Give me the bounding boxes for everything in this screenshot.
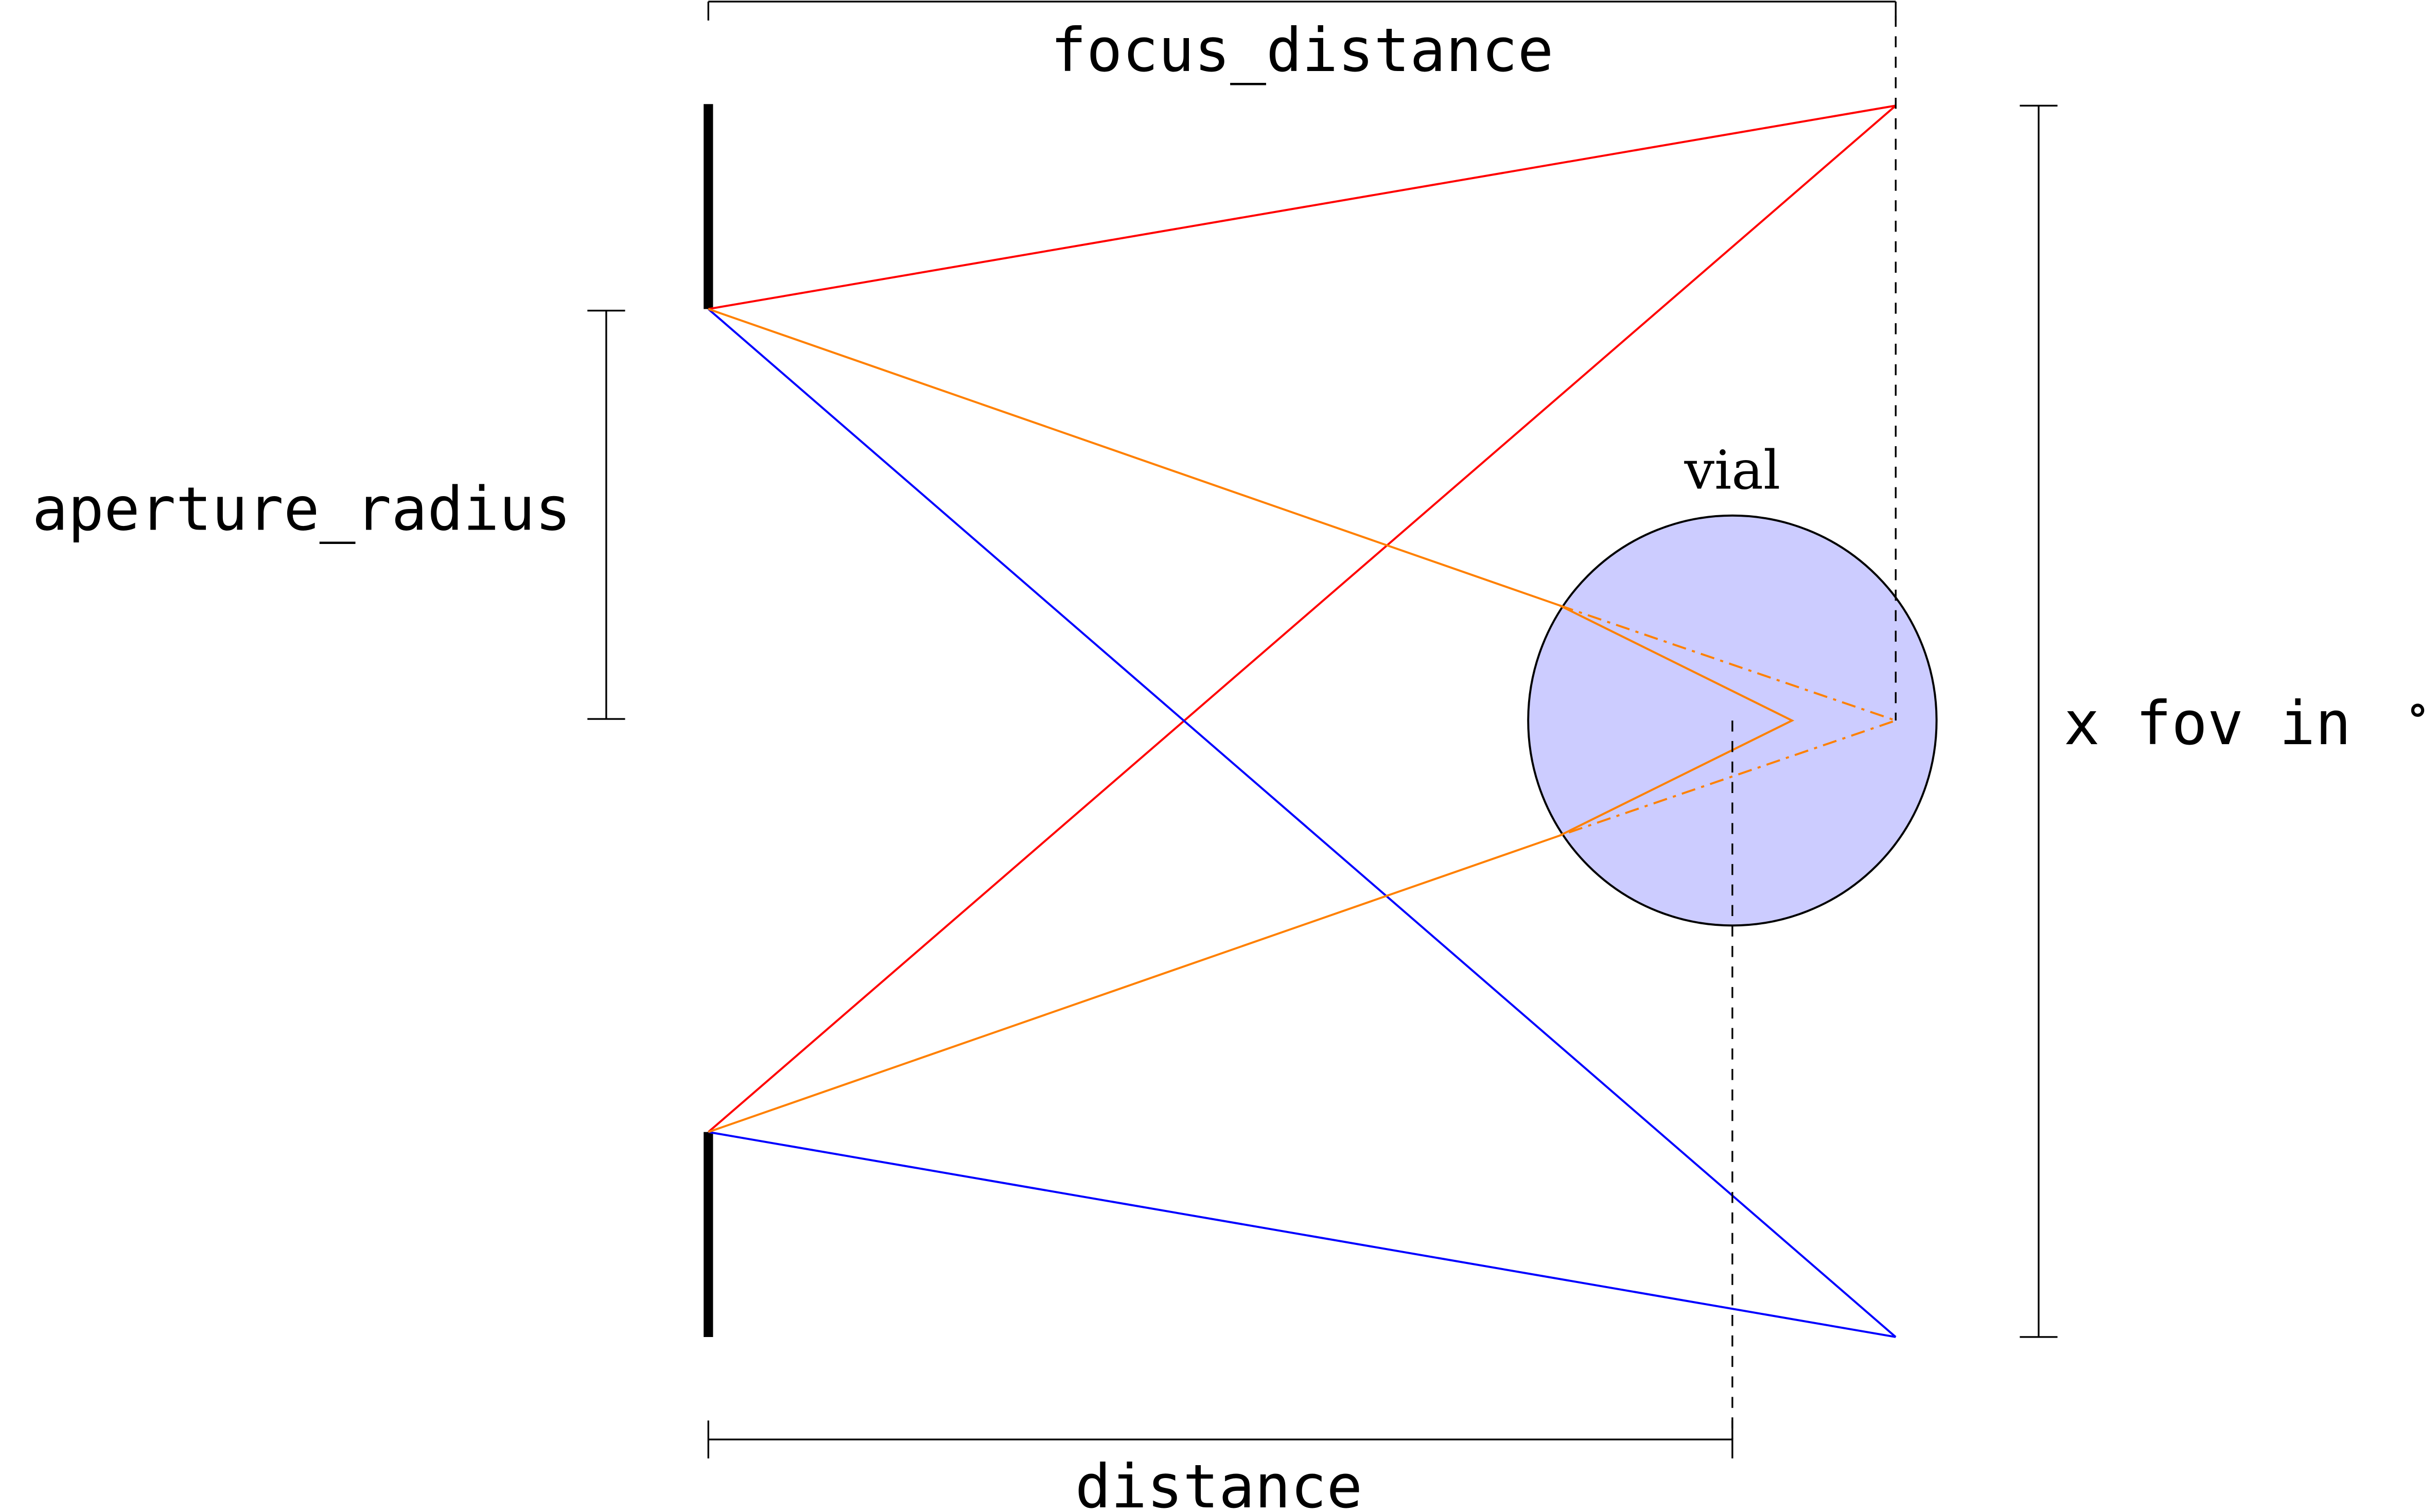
focus-distance-bracket bbox=[707, 1, 1897, 21]
blue-ray-bottom bbox=[708, 1131, 1896, 1338]
fov-label: x fov in bbox=[2064, 689, 2351, 759]
aperture-radius-label: aperture_radius bbox=[32, 474, 571, 544]
orange-ray-refracted bbox=[708, 308, 1795, 1133]
blue-ray-top bbox=[707, 308, 1897, 1338]
distance-label: distance bbox=[1075, 1452, 1362, 1512]
distance-bracket bbox=[707, 1420, 1733, 1458]
red-ray-top bbox=[708, 104, 1896, 310]
focus-distance-label: focus_distance bbox=[1050, 16, 1553, 85]
degree-symbol: ∘ bbox=[2406, 681, 2429, 736]
fov-bracket bbox=[2020, 104, 2058, 1338]
vial-label: vial bbox=[1684, 439, 1780, 502]
red-ray-bottom bbox=[707, 104, 1897, 1133]
aperture-radius-bracket bbox=[587, 309, 625, 720]
